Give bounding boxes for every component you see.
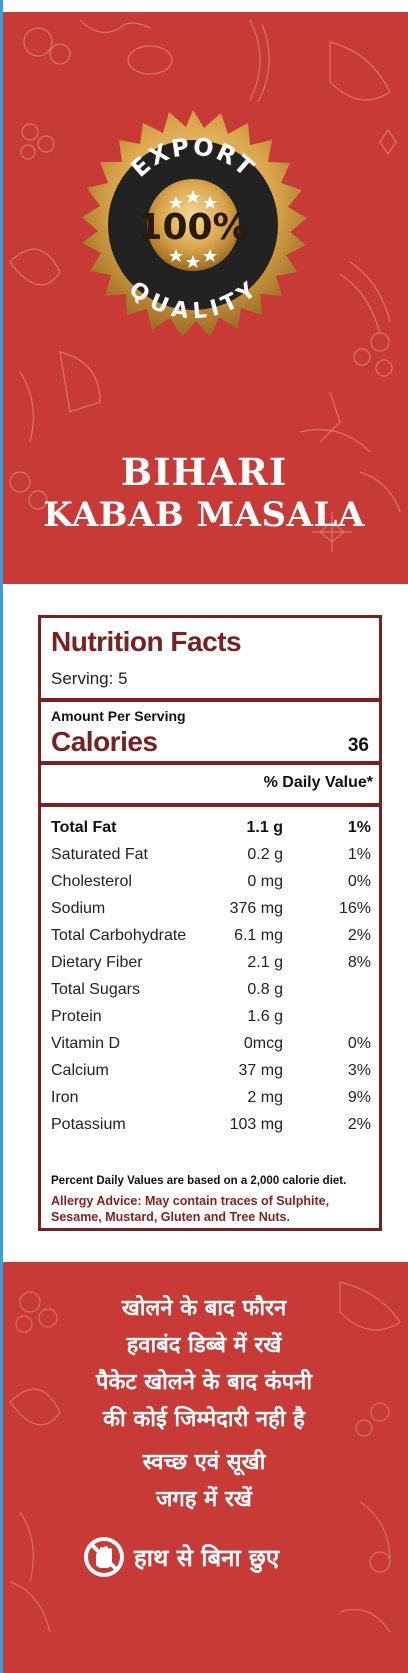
nutrient-amount: 1.1 g [246, 819, 283, 836]
nutrient-row: Calcium 37 mg 3% [51, 1062, 375, 1088]
nutrient-name: Protein [51, 1008, 102, 1025]
nutrient-row: Total Sugars 0.8 g [51, 981, 375, 1007]
nutrient-name: Vitamin D [51, 1035, 121, 1052]
divider [41, 761, 379, 765]
star-icon [169, 190, 217, 268]
daily-value-footnote: Percent Daily Values are based on a 2,00… [51, 1175, 347, 1187]
instruction-line: जगह में रखें [156, 1487, 252, 1512]
nutrient-amount: 37 mg [238, 1062, 283, 1079]
storage-instructions: खोलने के बाद फौरन हवाबंद डिब्बे में रखें… [0, 1290, 408, 1518]
nutrient-amount: 376 mg [229, 900, 283, 917]
nutrient-amount: 0mcg [243, 1035, 283, 1052]
nutrient-dv: 16% [338, 900, 371, 917]
nutrient-name: Sodium [51, 900, 106, 917]
top-banner: EXPORT QUALITY 100% BIHARI KABAB MASALA [0, 12, 408, 584]
daily-value-header: % Daily Value* [263, 774, 373, 791]
nutrient-amount: 2.1 g [247, 954, 283, 971]
instruction-line: की कोई जिम्मेदारी नही है [103, 1407, 305, 1432]
divider [41, 698, 379, 702]
nutrient-row: Sodium 376 mg 16% [51, 900, 375, 926]
nutrient-amount: 1.6 g [247, 1008, 283, 1025]
nutrient-amount: 0.2 g [247, 846, 283, 863]
nutrition-title: Nutrition Facts [51, 626, 242, 657]
nutrient-name: Potassium [51, 1116, 126, 1133]
nutrient-name: Total Sugars [51, 981, 140, 998]
nutrient-row: Cholesterol 0 mg 0% [51, 873, 375, 899]
export-quality-badge: EXPORT QUALITY 100% [82, 110, 307, 337]
nutrient-dv: 1% [347, 846, 371, 863]
untouched-by-hand-text: हाथ से बिना छुए [134, 1544, 280, 1572]
nutrient-name: Saturated Fat [51, 846, 148, 863]
badge-percent: 100% [137, 207, 248, 248]
nutrient-amount: 0.8 g [247, 981, 283, 998]
divider [41, 803, 379, 807]
nutrient-amount: 103 mg [229, 1116, 283, 1133]
nutrient-name: Total Fat [51, 819, 117, 836]
nutrient-row: Iron 2 mg 9% [51, 1089, 375, 1115]
spice-pattern-decoration [9, 19, 401, 552]
nutrient-name: Iron [51, 1089, 79, 1106]
nutrient-dv: 2% [347, 927, 371, 944]
nutrient-row: Total Fat 1.1 g 1% [51, 819, 375, 845]
nutrient-row: Total Carbohydrate 6.1 mg 2% [51, 927, 375, 953]
calories-value: 36 [347, 735, 369, 756]
nutrient-amount: 0 mg [247, 873, 283, 890]
amount-per-serving: Amount Per Serving [51, 708, 186, 724]
nutrient-row: Protein 1.6 g [51, 1008, 375, 1034]
nutrient-name: Total Carbohydrate [51, 927, 187, 944]
nutrient-dv: 0% [347, 1035, 371, 1052]
spice-pattern-decoration [9, 1281, 401, 1633]
instruction-line: खोलने के बाद फौरन [121, 1296, 287, 1321]
nutrient-dv: 2% [347, 1116, 371, 1133]
nutrient-row: Dietary Fiber 2.1 g 8% [51, 954, 375, 980]
instruction-line: हवाबंद डिब्बे में रखें [126, 1333, 282, 1358]
instruction-line: स्वच्छ एवं सूखी [142, 1450, 266, 1475]
nutrient-amount: 2 mg [247, 1089, 283, 1106]
nutrient-row: Potassium 103 mg 2% [51, 1116, 375, 1142]
product-title-line1: BIHARI [120, 450, 288, 494]
serving-size: Serving: 5 [51, 669, 128, 688]
product-title-line2: KABAB MASALA [43, 495, 365, 535]
nutrient-row: Vitamin D 0mcg 0% [51, 1035, 375, 1061]
nutrient-dv: 1% [347, 819, 371, 836]
nutrient-dv: 8% [347, 954, 371, 971]
nutrient-row: Saturated Fat 0.2 g 1% [51, 846, 375, 872]
nutrient-dv: 3% [347, 1062, 371, 1079]
nutrient-name: Cholesterol [51, 873, 132, 890]
nutrition-facts-panel: Nutrition Facts Serving: 5 Amount Per Se… [38, 615, 382, 1231]
nutrient-name: Dietary Fiber [51, 954, 143, 971]
nutrient-name: Calcium [51, 1062, 109, 1079]
allergy-advice: Allergy Advice: May contain traces of Su… [51, 1194, 330, 1224]
bottom-banner [0, 1262, 408, 1673]
nutrient-amount: 6.1 mg [234, 927, 283, 944]
nutrient-dv: 0% [347, 873, 371, 890]
left-edge-bar [0, 0, 3, 1673]
instruction-line: पैकेट खोलने के बाद कंपनी [95, 1370, 313, 1395]
nutrient-dv: 9% [347, 1089, 371, 1106]
calories-label: Calories [51, 726, 158, 757]
no-hand-icon [84, 1537, 124, 1577]
product-title: BIHARI KABAB MASALA [0, 450, 408, 536]
top-margin [0, 0, 408, 12]
